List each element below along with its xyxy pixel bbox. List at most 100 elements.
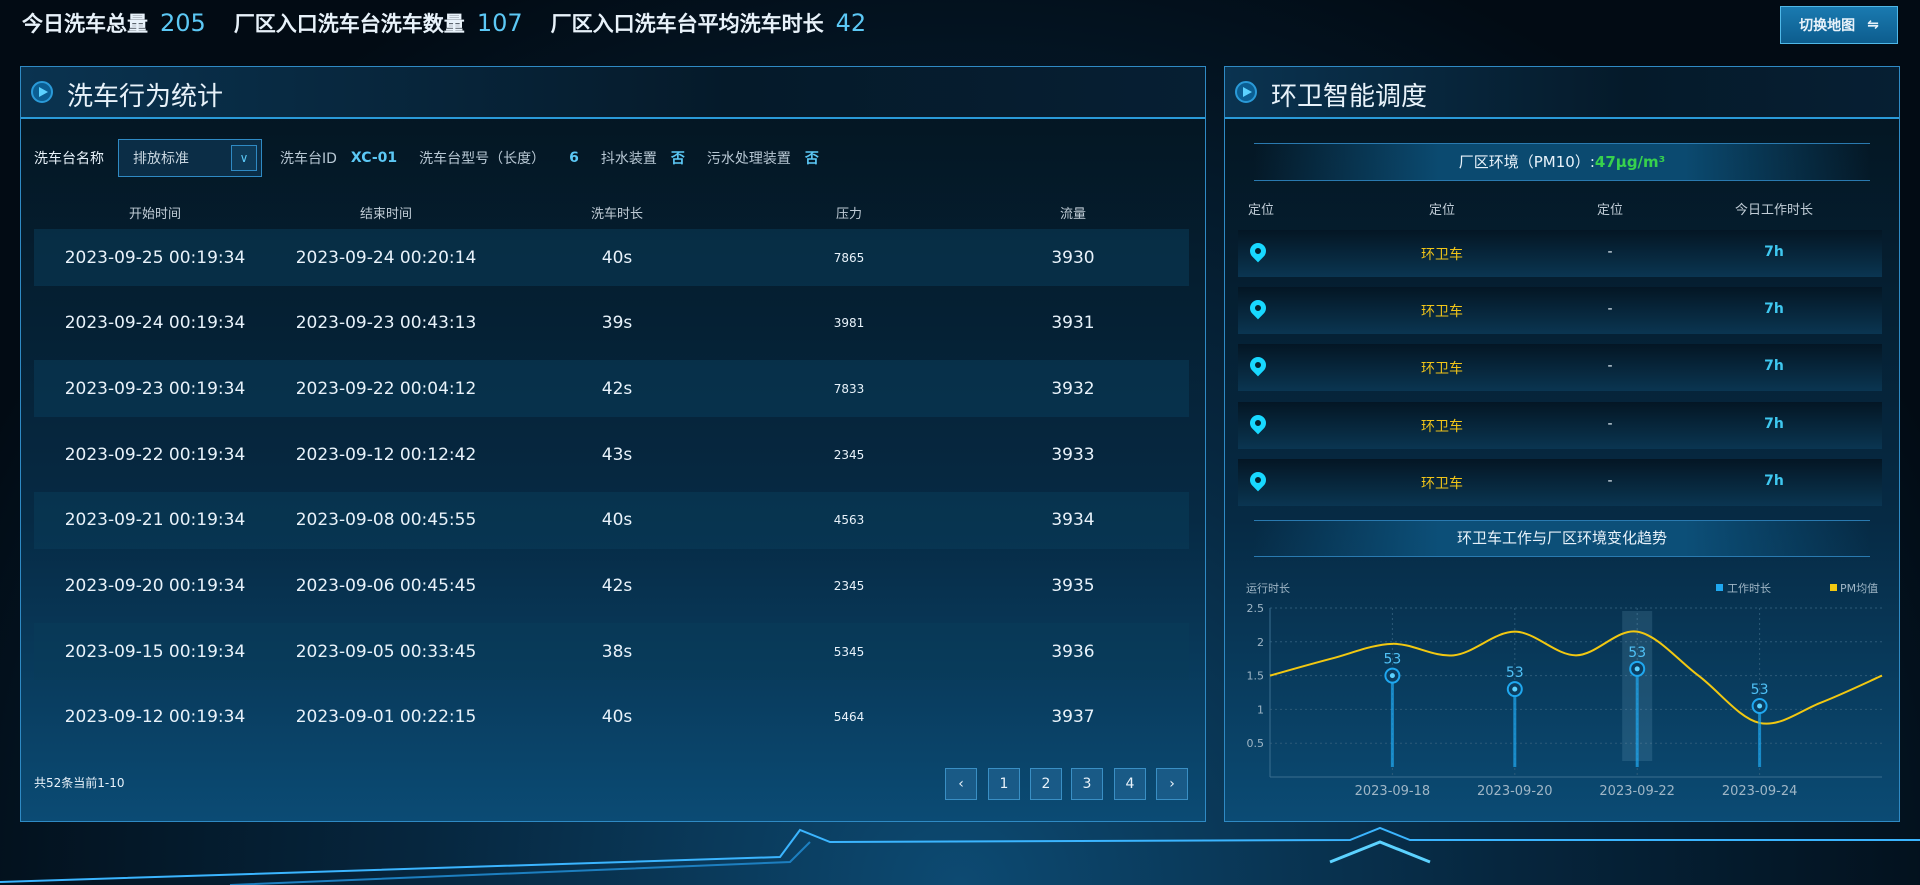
x-tick-label: 2023-09-18 [1355,784,1431,799]
y-tick-label: 1.5 [1247,670,1265,683]
legend-label: PM均值 [1840,582,1878,595]
table-cell: 2023-09-22 00:19:34 [64,444,246,465]
data-label: 53 [1751,682,1769,698]
vehicle-name: 环卫车 [1421,475,1463,492]
table-row[interactable]: 2023-09-22 00:19:34 2023-09-12 00:12:42 43… [34,426,1189,483]
table-cell: 40s [601,707,633,728]
table-cell: 4563 [833,513,865,528]
column-header: 开始时间 [128,207,181,222]
vehicle-row[interactable]: 环卫车 - 7h [1238,287,1882,335]
table-row[interactable]: 2023-09-20 00:19:34 2023-09-06 00:45:45 42… [34,558,1189,615]
switch-map-button[interactable]: 切换地图 ⇋ [1780,6,1898,44]
table-cell: 7833 [833,381,865,396]
location-pin-icon[interactable] [1246,411,1270,434]
model-value: 6 [569,150,579,166]
table-row[interactable]: 2023-09-23 00:19:34 2023-09-22 00:04:12 42… [34,360,1189,418]
vehicle-position: - [1607,244,1613,260]
column-header: 今日工作时长 [1734,203,1813,218]
panel-header: 洗车行为统计 [21,67,1205,119]
vehicle-row[interactable]: 环卫车 - 7h [1238,458,1882,506]
table-cell: 40s [601,247,633,268]
table-cell: 3935 [1051,576,1095,596]
vehicle-row[interactable]: 环卫车 - 7h [1238,344,1882,392]
stat-entrance-count: 厂区入口洗车台洗车数量 107 [233,9,523,37]
table-row[interactable]: 2023-09-25 00:19:34 2023-09-24 00:20:14 40… [34,229,1189,286]
bottom-decoration [0,826,1920,885]
id-value: XC-01 [350,150,398,166]
column-header: 定位 [1247,203,1274,218]
shake-label: 抖水装置 [600,151,657,167]
page-button[interactable]: 4 [1114,768,1146,800]
location-pin-icon[interactable] [1246,468,1270,492]
table-cell: 42s [601,378,633,399]
table-cell: 2023-09-24 00:19:34 [64,313,246,334]
column-header: 洗车时长 [590,207,643,222]
table-cell: 3930 [1051,247,1095,268]
name-label: 洗车台名称 [34,151,104,167]
vehicle-position: - [1607,301,1613,318]
sewage-label: 污水处理装置 [706,151,791,167]
play-icon [1235,81,1257,103]
page-button[interactable]: 2 [1030,768,1062,800]
location-pin-icon[interactable] [1246,354,1270,377]
pm-line [1269,630,1883,725]
prev-page-button[interactable]: ‹ [945,768,977,800]
shake-value: 否 [670,151,685,167]
y-tick-label: 1 [1257,703,1264,716]
vehicle-name: 环卫车 [1421,361,1463,378]
swap-icon: ⇋ [1867,17,1879,33]
work-hours-dot [1389,673,1395,679]
chevron-down-icon[interactable]: ∨ [231,145,257,171]
table-cell: 2023-09-05 00:33:45 [295,641,477,662]
x-tick-label: 2023-09-22 [1599,784,1675,799]
table-cell: 2023-09-24 00:20:14 [295,247,477,268]
table-cell: 39s [601,313,633,334]
vehicle-position: - [1607,415,1613,432]
page-button[interactable]: 3 [1071,768,1103,800]
table-cell: 38s [601,641,633,662]
id-label: 洗车台ID [280,151,337,167]
table-cell: 5345 [833,644,865,659]
legend-label: 工作时长 [1727,582,1771,595]
table-cell: 3932 [1051,378,1095,399]
table-row[interactable]: 2023-09-15 00:19:34 2023-09-05 00:33:45 38… [34,623,1189,681]
table-cell: 2023-09-25 00:19:34 [64,247,246,268]
work-hours-dot [1512,686,1518,692]
data-label: 53 [1383,652,1401,668]
table-cell: 5464 [833,710,865,725]
legend-swatch [1830,584,1837,591]
work-hours: 7h [1764,472,1784,489]
pm10-value: 47μg/m³ [1594,153,1666,171]
table-cell: 7865 [833,250,865,265]
table-row[interactable]: 2023-09-21 00:19:34 2023-09-08 00:45:55 40… [34,491,1189,549]
location-pin-icon[interactable] [1246,239,1270,263]
table-cell: 2023-09-12 00:12:42 [295,444,477,465]
work-hours-dot [1634,666,1640,672]
table-row[interactable]: 2023-09-12 00:19:34 2023-09-01 00:22:15 40… [34,689,1189,746]
vehicle-position: - [1607,358,1613,375]
page-button[interactable]: 1 [988,768,1020,800]
table-cell: 2345 [833,579,865,593]
table-cell: 2023-09-01 00:22:15 [295,707,477,728]
vehicle-position: - [1607,472,1613,489]
table-cell: 3937 [1051,707,1095,728]
location-pin-icon[interactable] [1246,296,1270,320]
work-hours: 7h [1764,415,1784,432]
vehicle-row[interactable]: 环卫车 - 7h [1238,230,1882,277]
column-header: 压力 [835,207,862,222]
vehicle-name: 环卫车 [1421,418,1463,435]
wash-station-select[interactable]: 排放标准 ∨ [118,139,262,177]
column-header: 定位 [1596,203,1623,218]
next-page-button[interactable]: › [1156,768,1188,800]
y-axis-label: 运行时长 [1246,582,1290,595]
table-cell: 3933 [1051,444,1095,465]
vehicle-row[interactable]: 环卫车 - 7h [1238,401,1882,449]
table-row[interactable]: 2023-09-24 00:19:34 2023-09-23 00:43:13 39… [34,295,1189,352]
work-hours-dot [1757,703,1763,709]
x-tick-label: 2023-09-20 [1477,784,1553,799]
data-label: 53 [1506,665,1524,681]
stat-avg-duration: 厂区入口洗车台平均洗车时长 42 [550,9,867,37]
x-tick-label: 2023-09-24 [1722,784,1798,799]
table-cell: 2023-09-21 00:19:34 [64,510,246,531]
table-cell: 2023-09-06 00:45:45 [295,576,477,596]
